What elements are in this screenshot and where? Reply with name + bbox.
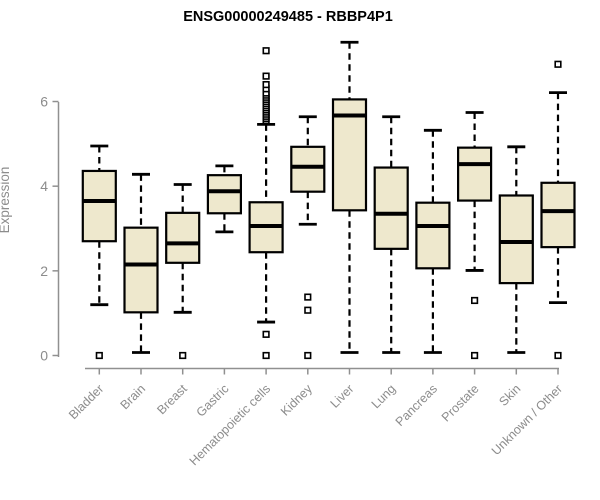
x-category-label-bladder: Bladder [66,382,106,422]
outlier-point [262,330,270,338]
y-tick-label: 4 [40,178,48,194]
iqr-box [206,174,242,215]
chart-title: ENSG00000249485 - RBBP4P1 [183,9,393,25]
x-category-label-pancreas: Pancreas [393,382,440,429]
box-prostate [457,111,493,360]
box-kidney [290,115,326,360]
x-category-label-brain: Brain [118,382,149,413]
iqr-box [290,145,326,193]
outlier-point [554,60,562,68]
x-category-label-lung: Lung [369,382,399,412]
y-tick-label: 6 [40,94,48,110]
outlier-point [470,296,479,305]
outlier-point [304,351,312,360]
iqr-box [457,146,493,202]
box-gastric [206,164,242,234]
outlier-point [95,351,103,360]
outlier-point [179,351,187,360]
outlier-point [470,351,479,360]
x-category-label-prostate: Prostate [439,382,482,425]
outlier-point [304,293,312,301]
x-category-label-liver: Liver [328,382,357,411]
outlier-point [262,72,270,80]
x-category-label-skin: Skin [496,382,523,409]
iqr-box [81,169,117,243]
x-category-label-hematopoietic-cells: Hematopoietic cells [187,382,274,469]
iqr-box [373,166,409,250]
iqr-box [123,226,159,314]
outlier-point [304,306,312,314]
outlier-point [262,351,270,360]
iqr-box [498,194,534,285]
iqr-box [415,201,451,270]
box-unknown-other [540,60,576,360]
iqr-box [540,181,576,249]
x-category-label-breast: Breast [154,381,190,417]
iqr-box [331,98,368,212]
y-tick-label: 2 [40,263,48,279]
x-category-label-gastric: Gastric [194,382,232,420]
box-liver [331,40,368,354]
x-category-label-kidney: Kidney [278,381,315,418]
box-bladder [81,144,117,360]
x-category-label-unknown-other: Unknown / Other [489,382,565,458]
box-skin [498,145,534,354]
y-tick-label: 0 [40,348,48,364]
boxes-layer [81,40,576,360]
box-hematopoietic-cells [248,47,284,360]
outlier-point [262,47,270,55]
iqr-box [165,211,201,264]
box-pancreas [415,128,451,354]
box-lung [373,115,409,354]
outlier-point [262,80,270,89]
box-breast [165,183,201,360]
outlier-point [554,351,562,360]
box-brain [123,172,159,354]
y-axis-label: Expression [0,167,12,234]
